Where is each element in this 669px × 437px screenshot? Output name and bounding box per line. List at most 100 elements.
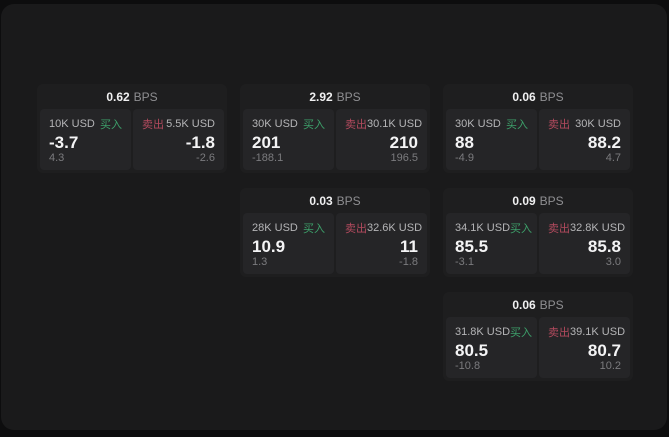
buy-size-label: 28K USD <box>252 222 298 234</box>
sell-size-label: 39.1K USD <box>570 326 626 338</box>
bps-value: 0.06 <box>512 297 536 312</box>
buy-price: 10.9 <box>252 236 286 256</box>
buy-side-label: 买入 <box>506 119 528 131</box>
sell-delta: -1.8 <box>399 256 418 268</box>
buy-size-label: 34.1K USD <box>455 222 511 234</box>
bps-unit-label: BPS <box>336 89 361 104</box>
sell-delta: 196.5 <box>390 152 418 164</box>
card-body: 34.1K USD 买入 85.5 -3.1 卖出 32.8K USD 85.8… <box>443 211 633 277</box>
buy-size-label: 30K USD <box>252 118 298 130</box>
sell-cell-top: 卖出 39.1K USD <box>548 324 625 340</box>
buy-cell[interactable]: 30K USD 买入 88 -4.9 <box>446 109 537 170</box>
buy-size-label: 10K USD <box>49 118 95 130</box>
sell-cell[interactable]: 卖出 32.6K USD 11 -1.8 <box>336 213 427 274</box>
buy-delta: -188.1 <box>252 152 284 164</box>
card-body: 28K USD 买入 10.9 1.3 卖出 32.6K USD 11 -1.8 <box>240 211 430 277</box>
sell-side-label: 卖出 <box>548 119 570 131</box>
buy-size-label: 30K USD <box>455 118 501 130</box>
quote-card: 0.03 BPS 28K USD 买入 10.9 1.3 卖出 32.6K US… <box>240 188 430 277</box>
card-body: 10K USD 买入 -3.7 4.3 卖出 5.5K USD -1.8 -2.… <box>37 107 227 173</box>
buy-price: 85.5 <box>455 236 489 256</box>
buy-cell-top: 28K USD 买入 <box>252 220 325 236</box>
buy-side-label: 买入 <box>303 119 325 131</box>
app-window: 0.62 BPS 10K USD 买入 -3.7 4.3 卖出 5.5K USD… <box>1 4 667 430</box>
quote-grid: 0.62 BPS 10K USD 买入 -3.7 4.3 卖出 5.5K USD… <box>37 84 633 381</box>
sell-size-label: 32.6K USD <box>367 222 423 234</box>
buy-side-label: 买入 <box>100 119 122 131</box>
buy-cell[interactable]: 10K USD 买入 -3.7 4.3 <box>40 109 131 170</box>
bps-value: 0.03 <box>309 193 333 208</box>
buy-delta: 1.3 <box>252 256 268 268</box>
card-header: 0.03 BPS <box>240 188 430 211</box>
buy-price: -3.7 <box>49 132 79 152</box>
bps-unit-label: BPS <box>336 193 361 208</box>
bps-unit-label: BPS <box>539 193 564 208</box>
sell-price: 80.7 <box>587 340 621 360</box>
card-header: 2.92 BPS <box>240 84 430 107</box>
sell-cell[interactable]: 卖出 39.1K USD 80.7 10.2 <box>539 317 630 378</box>
buy-cell-top: 34.1K USD 买入 <box>455 220 532 236</box>
quote-card: 2.92 BPS 30K USD 买入 201 -188.1 卖出 30.1K … <box>240 84 430 173</box>
bps-unit-label: BPS <box>539 297 564 312</box>
sell-price: -1.8 <box>185 132 215 152</box>
buy-cell[interactable]: 28K USD 买入 10.9 1.3 <box>243 213 334 274</box>
bps-value: 0.09 <box>512 193 536 208</box>
sell-price: 85.8 <box>587 236 621 256</box>
card-header: 0.62 BPS <box>37 84 227 107</box>
card-header: 0.06 BPS <box>443 84 633 107</box>
sell-side-label: 卖出 <box>345 119 367 131</box>
sell-price: 210 <box>389 132 418 152</box>
sell-delta: 3.0 <box>605 256 621 268</box>
buy-side-label: 买入 <box>303 223 325 235</box>
buy-cell[interactable]: 31.8K USD 买入 80.5 -10.8 <box>446 317 537 378</box>
sell-delta: 10.2 <box>599 360 621 372</box>
sell-cell-top: 卖出 32.8K USD <box>548 220 625 236</box>
sell-cell[interactable]: 卖出 5.5K USD -1.8 -2.6 <box>133 109 224 170</box>
sell-cell[interactable]: 卖出 30.1K USD 210 196.5 <box>336 109 427 170</box>
sell-price: 88.2 <box>587 132 621 152</box>
buy-cell[interactable]: 30K USD 买入 201 -188.1 <box>243 109 334 170</box>
sell-side-label: 卖出 <box>142 119 164 131</box>
bps-value: 0.06 <box>512 89 536 104</box>
sell-delta: -2.6 <box>196 152 215 164</box>
buy-delta: -3.1 <box>455 256 474 268</box>
buy-price: 80.5 <box>455 340 489 360</box>
sell-size-label: 30K USD <box>575 118 621 130</box>
card-body: 31.8K USD 买入 80.5 -10.8 卖出 39.1K USD 80.… <box>443 315 633 381</box>
sell-side-label: 卖出 <box>345 223 367 235</box>
buy-delta: -4.9 <box>455 152 474 164</box>
buy-side-label: 买入 <box>510 223 533 235</box>
sell-cell-top: 卖出 5.5K USD <box>142 116 215 132</box>
buy-cell-top: 30K USD 买入 <box>252 116 325 132</box>
buy-cell-top: 10K USD 买入 <box>49 116 122 132</box>
bps-value: 0.62 <box>106 89 130 104</box>
sell-cell[interactable]: 卖出 32.8K USD 85.8 3.0 <box>539 213 630 274</box>
buy-delta: 4.3 <box>49 152 65 164</box>
buy-price: 88 <box>455 132 474 152</box>
sell-side-label: 卖出 <box>548 223 570 235</box>
card-body: 30K USD 买入 88 -4.9 卖出 30K USD 88.2 4.7 <box>443 107 633 173</box>
sell-side-label: 卖出 <box>548 327 570 339</box>
buy-cell-top: 31.8K USD 买入 <box>455 324 532 340</box>
quote-card: 0.62 BPS 10K USD 买入 -3.7 4.3 卖出 5.5K USD… <box>37 84 227 173</box>
quote-card: 0.09 BPS 34.1K USD 买入 85.5 -3.1 卖出 32.8K… <box>443 188 633 277</box>
card-body: 30K USD 买入 201 -188.1 卖出 30.1K USD 210 1… <box>240 107 430 173</box>
sell-cell-top: 卖出 30.1K USD <box>345 116 422 132</box>
sell-cell-top: 卖出 32.6K USD <box>345 220 422 236</box>
sell-cell-top: 卖出 30K USD <box>548 116 621 132</box>
sell-size-label: 32.8K USD <box>570 222 626 234</box>
sell-size-label: 30.1K USD <box>367 118 423 130</box>
buy-cell-top: 30K USD 买入 <box>455 116 528 132</box>
sell-cell[interactable]: 卖出 30K USD 88.2 4.7 <box>539 109 630 170</box>
quote-card: 0.06 BPS 30K USD 买入 88 -4.9 卖出 30K USD 8… <box>443 84 633 173</box>
card-header: 0.06 BPS <box>443 292 633 315</box>
sell-price: 11 <box>400 236 418 256</box>
buy-price: 201 <box>252 132 281 152</box>
buy-cell[interactable]: 34.1K USD 买入 85.5 -3.1 <box>446 213 537 274</box>
sell-size-label: 5.5K USD <box>166 118 215 130</box>
bps-unit-label: BPS <box>539 89 564 104</box>
buy-delta: -10.8 <box>455 360 481 372</box>
sell-delta: 4.7 <box>605 152 621 164</box>
card-header: 0.09 BPS <box>443 188 633 211</box>
